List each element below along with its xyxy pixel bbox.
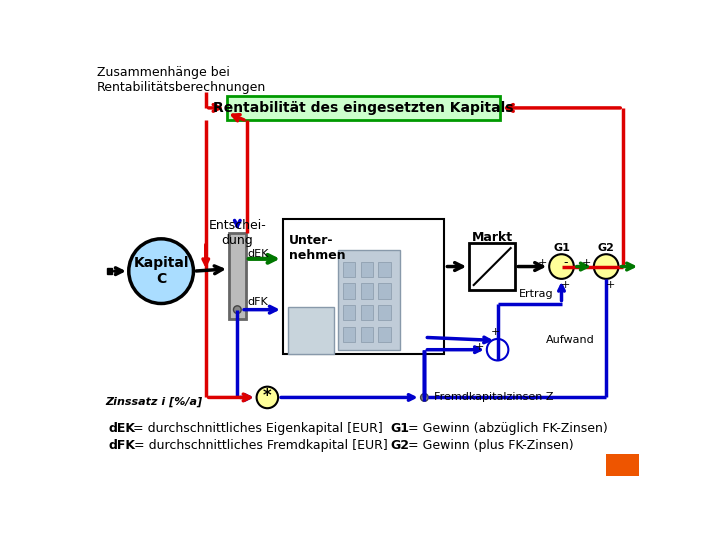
Text: Zusammenhänge bei
Rentabilitätsberechnungen: Zusammenhänge bei Rentabilitätsberechnun…: [97, 66, 266, 94]
Text: Kapital
C: Kapital C: [133, 256, 189, 286]
Text: dFK: dFK: [248, 297, 268, 307]
Text: Unter-
nehmen: Unter- nehmen: [289, 234, 346, 262]
FancyBboxPatch shape: [469, 244, 516, 289]
Text: G1: G1: [553, 243, 570, 253]
FancyBboxPatch shape: [361, 305, 373, 320]
FancyBboxPatch shape: [378, 262, 390, 278]
FancyBboxPatch shape: [343, 327, 355, 342]
FancyBboxPatch shape: [283, 219, 444, 354]
FancyBboxPatch shape: [361, 327, 373, 342]
Text: Fremdkapitalzinsen Z: Fremdkapitalzinsen Z: [433, 393, 553, 402]
Text: +: +: [606, 280, 615, 291]
Text: Zinssatz i [%/a]: Zinssatz i [%/a]: [106, 397, 203, 407]
Text: +: +: [490, 327, 500, 336]
Text: = durchschnittliches Eigenkapital [EUR]: = durchschnittliches Eigenkapital [EUR]: [129, 422, 382, 435]
Circle shape: [594, 254, 618, 279]
FancyBboxPatch shape: [361, 284, 373, 299]
Circle shape: [233, 306, 241, 314]
Circle shape: [487, 339, 508, 361]
Text: +: +: [538, 258, 547, 268]
Text: dEK: dEK: [109, 422, 136, 435]
Text: G1: G1: [390, 422, 410, 435]
Text: *: *: [263, 387, 271, 405]
Text: Aufwand: Aufwand: [546, 335, 595, 346]
Text: +: +: [475, 342, 485, 352]
FancyBboxPatch shape: [606, 455, 639, 476]
FancyBboxPatch shape: [378, 305, 390, 320]
Text: -: -: [564, 256, 568, 269]
Text: G2: G2: [390, 438, 410, 451]
Text: +: +: [582, 258, 592, 268]
Text: = Gewinn (abzüglich FK-Zinsen): = Gewinn (abzüglich FK-Zinsen): [405, 422, 608, 435]
Circle shape: [256, 387, 278, 408]
FancyBboxPatch shape: [229, 233, 246, 319]
Text: +: +: [561, 280, 570, 291]
Text: dEK: dEK: [248, 249, 269, 259]
FancyBboxPatch shape: [343, 284, 355, 299]
Text: Ertrag: Ertrag: [518, 289, 553, 299]
FancyBboxPatch shape: [378, 284, 390, 299]
FancyBboxPatch shape: [343, 305, 355, 320]
FancyBboxPatch shape: [343, 262, 355, 278]
Text: dFK: dFK: [109, 438, 136, 451]
Polygon shape: [107, 268, 112, 274]
FancyBboxPatch shape: [338, 249, 400, 350]
Text: = durchschnittliches Fremdkapital [EUR]: = durchschnittliches Fremdkapital [EUR]: [130, 438, 388, 451]
Text: Markt: Markt: [472, 231, 513, 244]
Circle shape: [129, 239, 194, 303]
Text: Rentabilität des eingesetzten Kapitals: Rentabilität des eingesetzten Kapitals: [213, 101, 513, 115]
Text: G2: G2: [598, 243, 615, 253]
FancyBboxPatch shape: [361, 262, 373, 278]
Text: = Gewinn (plus FK-Zinsen): = Gewinn (plus FK-Zinsen): [405, 438, 574, 451]
Circle shape: [549, 254, 574, 279]
Circle shape: [420, 394, 428, 401]
FancyBboxPatch shape: [378, 327, 390, 342]
FancyBboxPatch shape: [227, 96, 500, 120]
Text: Entschei-
dung: Entschei- dung: [209, 219, 266, 247]
FancyBboxPatch shape: [288, 307, 334, 354]
